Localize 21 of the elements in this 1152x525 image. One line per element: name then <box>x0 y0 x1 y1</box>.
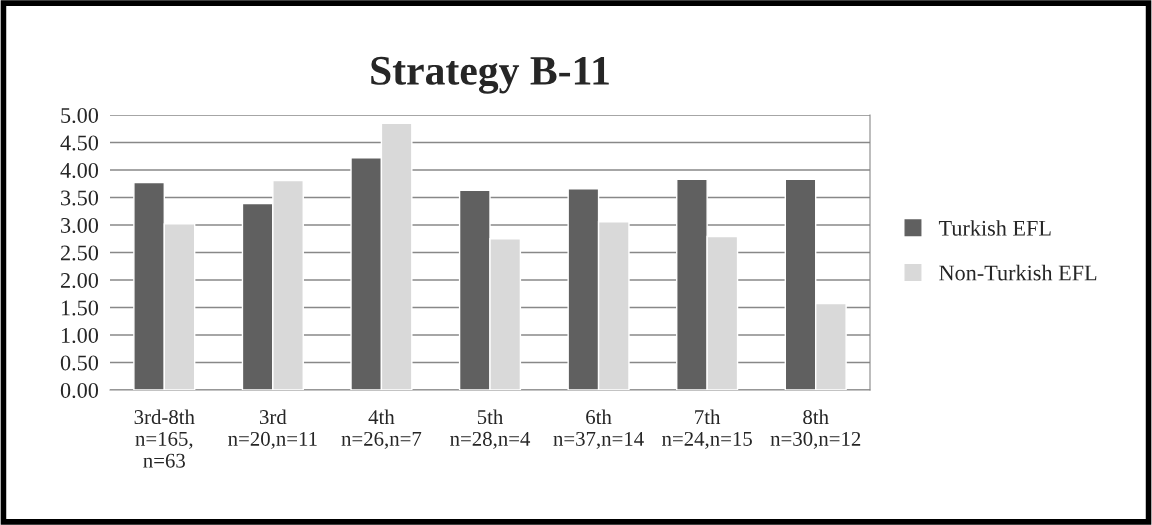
y-tick-label: 4.50 <box>60 135 99 151</box>
x-tick-label: 4th n=26,n=7 <box>341 409 422 449</box>
chart-title: Strategy B-11 <box>371 56 609 94</box>
x-tick-label: 3rd n=20,n=11 <box>228 409 317 449</box>
x-tick-label: 3rd-8th n=165, n=63 <box>134 409 195 468</box>
y-tick-label: 4.00 <box>60 162 99 179</box>
x-tick-label: 5th n=28,n=4 <box>450 409 531 449</box>
legend-label: Non-Turkish EFL <box>939 264 1097 281</box>
y-tick-label: 1.50 <box>61 300 99 316</box>
y-tick-label: 5.00 <box>61 107 99 124</box>
x-tick-label: 6th n=37,n=14 <box>553 409 644 449</box>
y-tick-label: 2.00 <box>60 272 99 289</box>
y-tick-label: 0.00 <box>60 382 99 399</box>
y-tick-label: 3.50 <box>61 190 99 206</box>
x-tick-label: 7th n=24,n=15 <box>662 409 752 449</box>
x-tick-label: 8th n=30,n=12 <box>770 409 861 449</box>
y-tick-label: 3.00 <box>61 217 99 234</box>
y-tick-label: 2.50 <box>60 245 99 261</box>
y-tick-label: 0.50 <box>60 355 99 371</box>
y-tick-label: 1.00 <box>61 327 99 344</box>
legend-label: Turkish EFL <box>938 220 1051 236</box>
